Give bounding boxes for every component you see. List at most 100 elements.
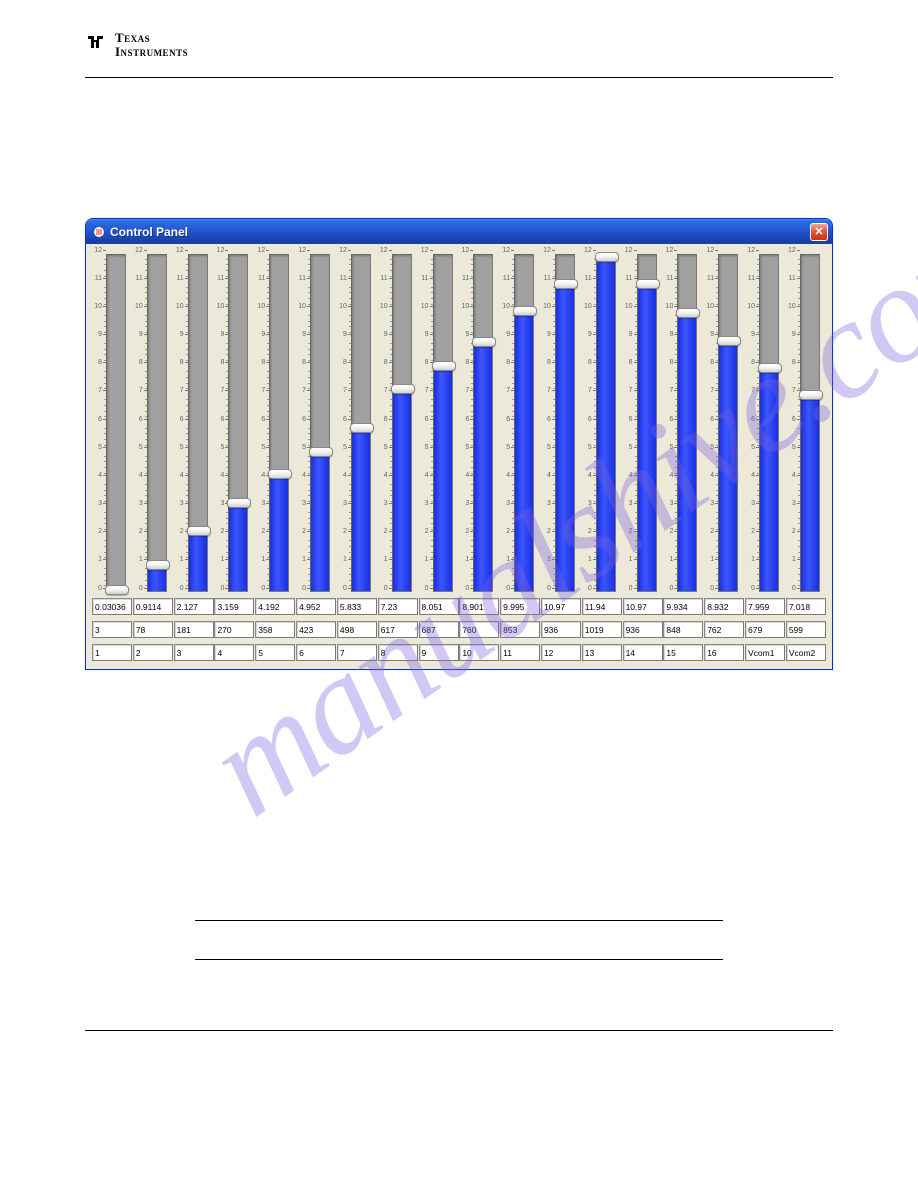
channel-id-input[interactable]: 15 xyxy=(663,644,703,661)
code-input[interactable]: 3 xyxy=(92,621,132,638)
slider-thumb[interactable] xyxy=(391,384,415,394)
code-input[interactable]: 78 xyxy=(133,621,173,638)
voltage-input[interactable]: 8.901 xyxy=(459,598,499,615)
channel-id-input[interactable]: 10 xyxy=(459,644,499,661)
slider-thumb[interactable] xyxy=(595,252,619,262)
slider-track[interactable] xyxy=(677,254,697,592)
slider-thumb[interactable] xyxy=(472,337,496,347)
slider-track[interactable] xyxy=(596,254,616,592)
voltage-input[interactable]: 5.833 xyxy=(337,598,377,615)
slider-track[interactable] xyxy=(800,254,820,592)
channel-id-input[interactable]: 7 xyxy=(337,644,377,661)
code-input[interactable]: 358 xyxy=(255,621,295,638)
channel-id-input[interactable]: 6 xyxy=(296,644,336,661)
code-input[interactable]: 848 xyxy=(663,621,703,638)
slider-thumb[interactable] xyxy=(513,306,537,316)
slider-thumb[interactable] xyxy=(146,560,170,570)
slider-ticks: 0123456789101112 xyxy=(500,254,514,592)
voltage-input[interactable]: 2.127 xyxy=(174,598,214,615)
slider-track[interactable] xyxy=(473,254,493,592)
channel-id-input[interactable]: Vcom1 xyxy=(745,644,785,661)
slider-track[interactable] xyxy=(718,254,738,592)
slider-area: 0123456789101112 xyxy=(92,254,132,592)
slider-track[interactable] xyxy=(759,254,779,592)
channel-id-input[interactable]: 8 xyxy=(378,644,418,661)
channel-id-input[interactable]: 12 xyxy=(541,644,581,661)
tick-label: 12 xyxy=(459,246,473,254)
code-input[interactable]: 853 xyxy=(500,621,540,638)
code-input[interactable]: 423 xyxy=(296,621,336,638)
slider-track[interactable] xyxy=(392,254,412,592)
slider-track[interactable] xyxy=(106,254,126,592)
voltage-input[interactable]: 4.952 xyxy=(296,598,336,615)
close-button[interactable]: ✕ xyxy=(810,223,828,241)
code-input[interactable]: 760 xyxy=(459,621,499,638)
voltage-input[interactable]: 7.018 xyxy=(786,598,826,615)
slider-track[interactable] xyxy=(637,254,657,592)
channel: 0123456789101112 xyxy=(786,254,826,592)
channel-id-input[interactable]: 4 xyxy=(214,644,254,661)
voltage-input[interactable]: 9.995 xyxy=(500,598,540,615)
channel-id-input[interactable]: 3 xyxy=(174,644,214,661)
channel-id-input[interactable]: 2 xyxy=(133,644,173,661)
voltage-input[interactable]: 3.159 xyxy=(214,598,254,615)
titlebar[interactable]: Control Panel ✕ xyxy=(86,219,832,244)
code-input[interactable]: 270 xyxy=(214,621,254,638)
voltage-input[interactable]: 0.9114 xyxy=(133,598,173,615)
code-input[interactable]: 1019 xyxy=(582,621,622,638)
channel-id-input[interactable]: 16 xyxy=(704,644,744,661)
code-input[interactable]: 617 xyxy=(378,621,418,638)
channel-id-input[interactable]: 5 xyxy=(255,644,295,661)
code-input[interactable]: 936 xyxy=(623,621,663,638)
slider-thumb[interactable] xyxy=(268,469,292,479)
slider-track[interactable] xyxy=(310,254,330,592)
slider-track[interactable] xyxy=(188,254,208,592)
slider-thumb[interactable] xyxy=(309,447,333,457)
code-input[interactable]: 936 xyxy=(541,621,581,638)
code-input[interactable]: 599 xyxy=(786,621,826,638)
channel-id-input[interactable]: 13 xyxy=(582,644,622,661)
slider-thumb[interactable] xyxy=(758,363,782,373)
voltage-input[interactable]: 9.934 xyxy=(663,598,703,615)
channel-id-input[interactable]: 14 xyxy=(623,644,663,661)
slider-thumb[interactable] xyxy=(717,336,741,346)
voltage-input[interactable]: 11.94 xyxy=(582,598,622,615)
slider-thumb[interactable] xyxy=(636,279,660,289)
voltage-input[interactable]: 0.03036 xyxy=(92,598,132,615)
slider-thumb[interactable] xyxy=(105,585,129,595)
slider-thumb[interactable] xyxy=(187,526,211,536)
slider-ticks: 0123456789101112 xyxy=(255,254,269,592)
slider-track[interactable] xyxy=(514,254,534,592)
slider-track[interactable] xyxy=(147,254,167,592)
channel-id-input[interactable]: 1 xyxy=(92,644,132,661)
code-input[interactable]: 498 xyxy=(337,621,377,638)
slider-thumb[interactable] xyxy=(432,361,456,371)
voltage-input[interactable]: 7.959 xyxy=(745,598,785,615)
voltage-input[interactable]: 8.051 xyxy=(419,598,459,615)
slider-thumb[interactable] xyxy=(554,279,578,289)
code-input[interactable]: 687 xyxy=(419,621,459,638)
slider-area: 0123456789101112 xyxy=(337,254,377,592)
slider-track[interactable] xyxy=(433,254,453,592)
voltage-input[interactable]: 7.23 xyxy=(378,598,418,615)
slider-track[interactable] xyxy=(228,254,248,592)
voltage-input[interactable]: 8.932 xyxy=(704,598,744,615)
slider-thumb[interactable] xyxy=(227,498,251,508)
slider-ticks: 0123456789101112 xyxy=(174,254,188,592)
slider-thumb[interactable] xyxy=(799,390,823,400)
voltage-input[interactable]: 4.192 xyxy=(255,598,295,615)
channel-id-input[interactable]: Vcom2 xyxy=(786,644,826,661)
code-input[interactable]: 181 xyxy=(174,621,214,638)
voltage-input[interactable]: 10.97 xyxy=(541,598,581,615)
channel-id-input[interactable]: 9 xyxy=(419,644,459,661)
slider-track[interactable] xyxy=(555,254,575,592)
slider-track[interactable] xyxy=(351,254,371,592)
channel-id-input[interactable]: 11 xyxy=(500,644,540,661)
slider-thumb[interactable] xyxy=(676,308,700,318)
voltage-input[interactable]: 10.97 xyxy=(623,598,663,615)
code-input[interactable]: 762 xyxy=(704,621,744,638)
slider-track[interactable] xyxy=(269,254,289,592)
channel: 0123456789101112 xyxy=(745,254,785,592)
slider-thumb[interactable] xyxy=(350,423,374,433)
code-input[interactable]: 679 xyxy=(745,621,785,638)
